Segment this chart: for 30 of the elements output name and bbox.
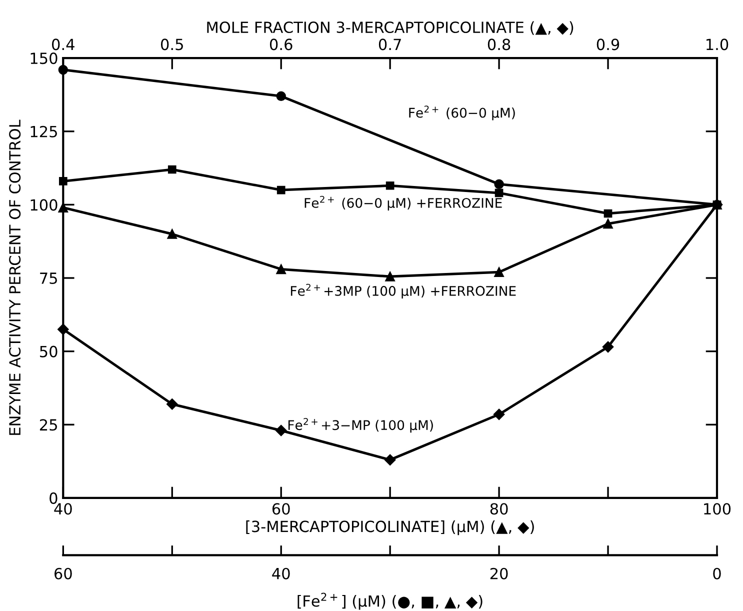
y-tick-label: 150 [30, 52, 58, 64]
annotation: Fe$^{2+}$ (60−0 µM) +FERROZINE [304, 196, 502, 210]
x2-tick-label: 0.4 [52, 38, 74, 50]
annotation: Fe$^{2+}$+3−MP (100 µM) [288, 418, 433, 433]
text: 40 [272, 568, 290, 580]
y-tick-label: 25 [40, 419, 57, 431]
x2-tick-label: 1.0 [706, 38, 728, 50]
x2-tick-label: 0.6 [270, 38, 292, 50]
y-tick-label: 0 [50, 492, 58, 504]
x-tick-label: 100 [704, 503, 731, 515]
x2-axis-title: MOLE FRACTION 3-MERCAPTOPICOLINATE (▲, ◆) [207, 21, 574, 35]
y-tick-label: 125 [30, 126, 57, 138]
x2-tick-label: 0.7 [378, 38, 401, 50]
y-tick-label: 100 [30, 199, 58, 211]
x2-tick-label: 0.8 [488, 38, 510, 50]
y-axis-title: ENZYME ACTIVITY PERCENT OF CONTROL [9, 120, 21, 435]
text: 60 [54, 568, 72, 580]
x-tick-label: 60 [272, 503, 290, 515]
x-tick-label: 80 [490, 503, 508, 515]
annotation: Fe$^{2+}$+3MP (100 µM) +FERROZINE [290, 284, 516, 298]
x-tick-label: 40 [54, 503, 72, 515]
annotation: Fe$^{2+}$ (60−0 µM) [409, 106, 515, 120]
text: [Fe$^{2+}$] (µM) (●, ■, ▲, ◆) [298, 592, 482, 610]
text: 0 [713, 568, 721, 580]
x-axis-title: [3-MERCAPTOPICOLINATE] (µM) (▲, ◆) [246, 520, 534, 536]
text: 20 [490, 568, 508, 580]
x2-tick-label: 0.5 [160, 38, 183, 50]
y-tick-label: 75 [40, 272, 57, 284]
y-tick-label: 50 [40, 346, 58, 358]
x2-tick-label: 0.9 [596, 38, 620, 50]
